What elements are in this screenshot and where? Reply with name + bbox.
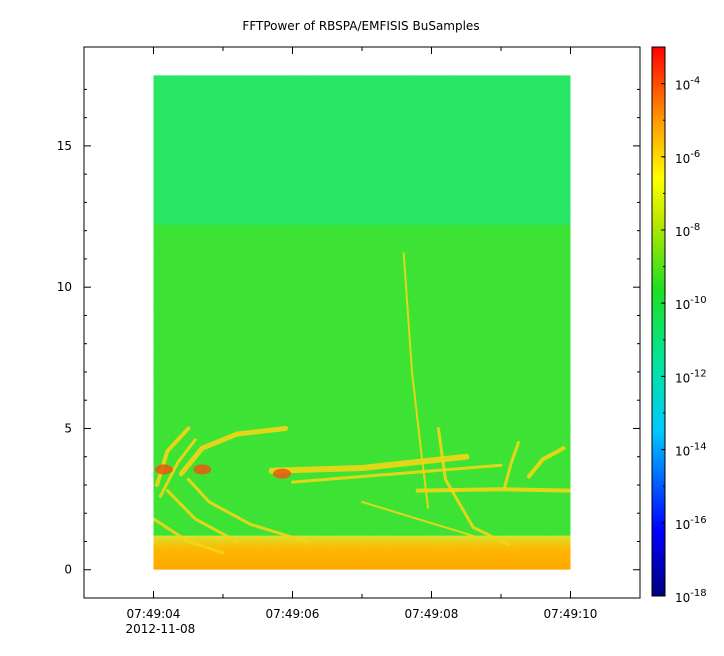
colorbar-tick-label: 10-18	[675, 588, 707, 605]
spectrogram-image	[153, 75, 571, 570]
colorbar-tick-label: 10-6	[675, 149, 700, 166]
plot-area	[153, 75, 571, 570]
colorbar-tick-label: 10-10	[675, 295, 707, 312]
colorbar-tick-label: 10-8	[675, 222, 700, 239]
y-tick-label: 0	[64, 563, 72, 577]
x-tick-label: 07:49:04	[127, 607, 181, 621]
y-tick-label: 5	[64, 421, 72, 435]
x-tick-date-label: 2012-11-08	[126, 622, 196, 636]
colorbar-tick-label: 10-12	[675, 368, 707, 385]
x-tick-label: 07:49:10	[544, 607, 598, 621]
colorbar-tick-label: 10-4	[675, 76, 700, 93]
colorbar-tick-label: 10-14	[675, 442, 707, 459]
colorbar: 10-4 10-6 10-8 10-10 10-12 10-14 10-16 10-18	[651, 46, 707, 605]
noise-texture	[153, 75, 571, 570]
x-tick-label: 07:49:06	[266, 607, 320, 621]
y-tick-label: 10	[57, 280, 72, 294]
colorbar-gradient	[651, 46, 666, 597]
y-tick-label: 15	[57, 139, 72, 153]
x-tick-label: 07:49:08	[405, 607, 459, 621]
chart-title: FFTPower of RBSPA/EMFISIS BuSamples	[242, 19, 479, 33]
colorbar-tick-label: 10-16	[675, 515, 707, 532]
